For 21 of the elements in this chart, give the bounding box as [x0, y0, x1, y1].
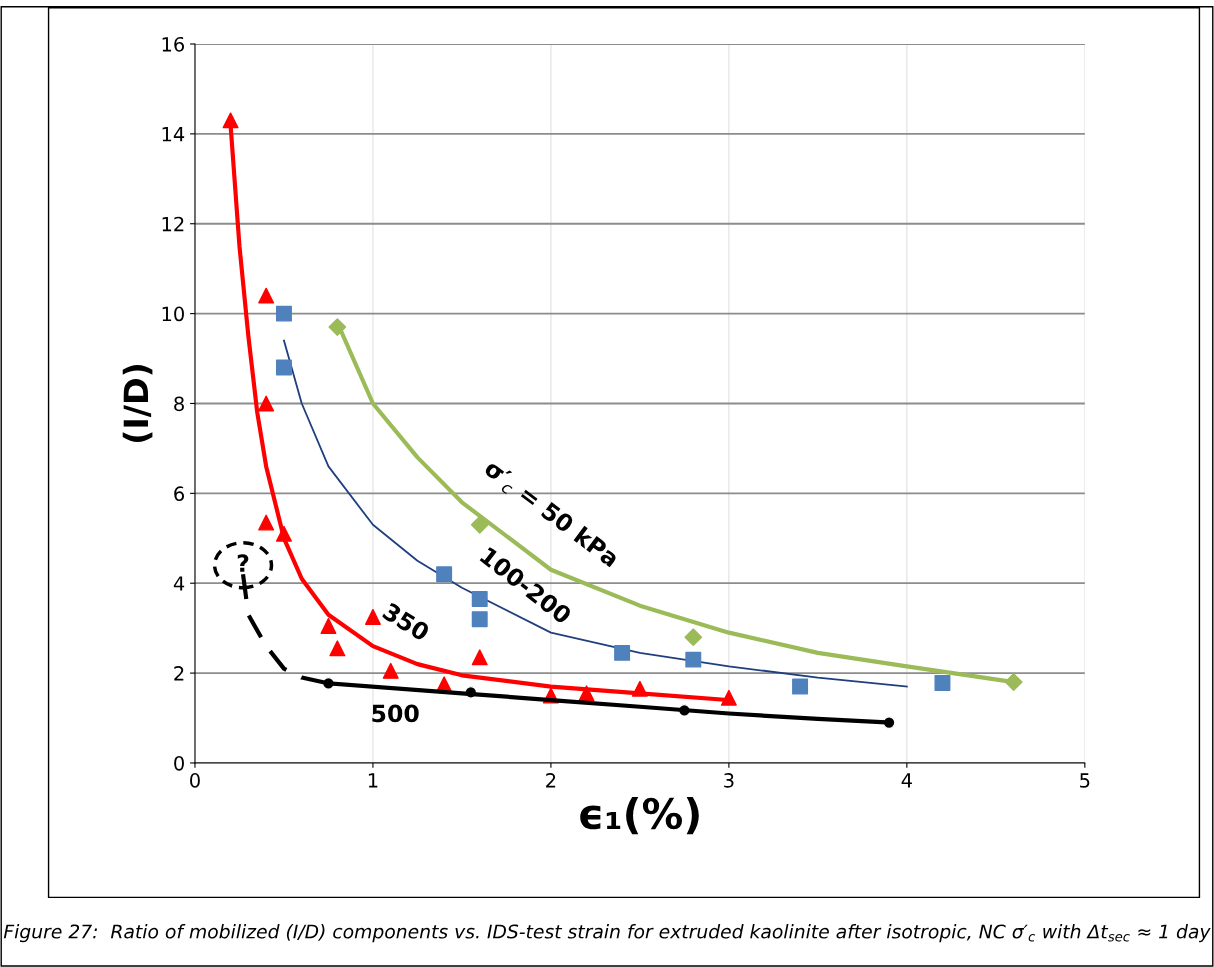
x-tick-label: 0	[190, 773, 200, 788]
y-tick-label: 8	[174, 396, 184, 412]
annotation: 350	[381, 601, 431, 642]
x-tick-label: 3	[724, 773, 734, 788]
y-axis-title: (I/D)	[122, 364, 153, 442]
y-tick-label: 6	[174, 486, 185, 502]
y-tick-label: 2	[174, 666, 184, 681]
y-tick-label: 16	[162, 36, 185, 52]
x-tick-label: 4	[901, 773, 912, 788]
x-tick-label: 5	[1080, 773, 1090, 788]
y-tick-label: 12	[162, 216, 184, 232]
caption: Figure 27: Ratio of mobilized (I/D) components vs. IDS-test strain for extruded kaolinite after isotropic, NC σ′$_{c}$ with Δt$_{sec}$ ≈ 1 day	[3, 924, 1211, 943]
annotation: ?	[237, 554, 249, 572]
y-tick-label: 10	[162, 306, 184, 322]
y-tick-label: 14	[162, 127, 185, 142]
x-tick-label: 2	[546, 773, 556, 788]
y-tick-label: 0	[174, 755, 184, 771]
annotation: 500	[372, 704, 419, 723]
x-axis-title: ϵ₁(%)	[580, 797, 699, 835]
y-tick-label: 4	[173, 576, 185, 591]
x-tick-label: 1	[368, 773, 378, 788]
